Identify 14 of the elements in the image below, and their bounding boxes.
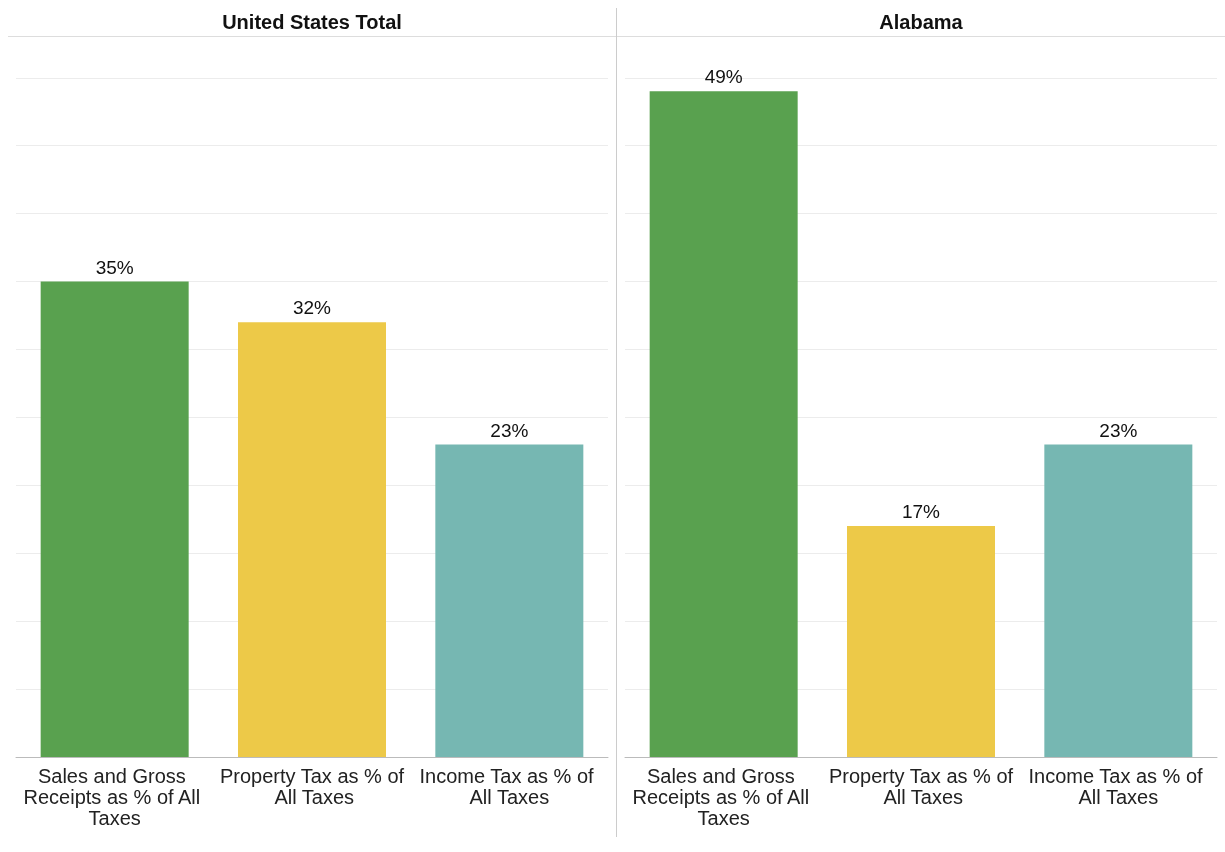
chart-title: Alabama — [617, 8, 1225, 37]
data-label: 35% — [95, 256, 134, 278]
data-label: 23% — [490, 419, 529, 441]
x-tick-label: Sales and Gross Receipts as % of All Taxes — [632, 764, 815, 829]
x-tick-label: Income Tax as % of All Taxes — [1028, 764, 1209, 808]
data-label: 23% — [1099, 419, 1138, 441]
data-label: 49% — [704, 66, 743, 88]
x-tick-label: Property Tax as % of All Taxes — [828, 764, 1014, 808]
x-tick-label: Income Tax as % of All Taxes — [419, 764, 600, 808]
chart-title: United States Total — [8, 8, 616, 37]
x-tick-label: Sales and Gross Receipts as % of All Taxes — [23, 764, 206, 829]
data-label: 17% — [901, 501, 941, 523]
x-tick-label: Property Tax as % of All Taxes — [219, 764, 405, 808]
data-label: 32% — [292, 297, 332, 319]
